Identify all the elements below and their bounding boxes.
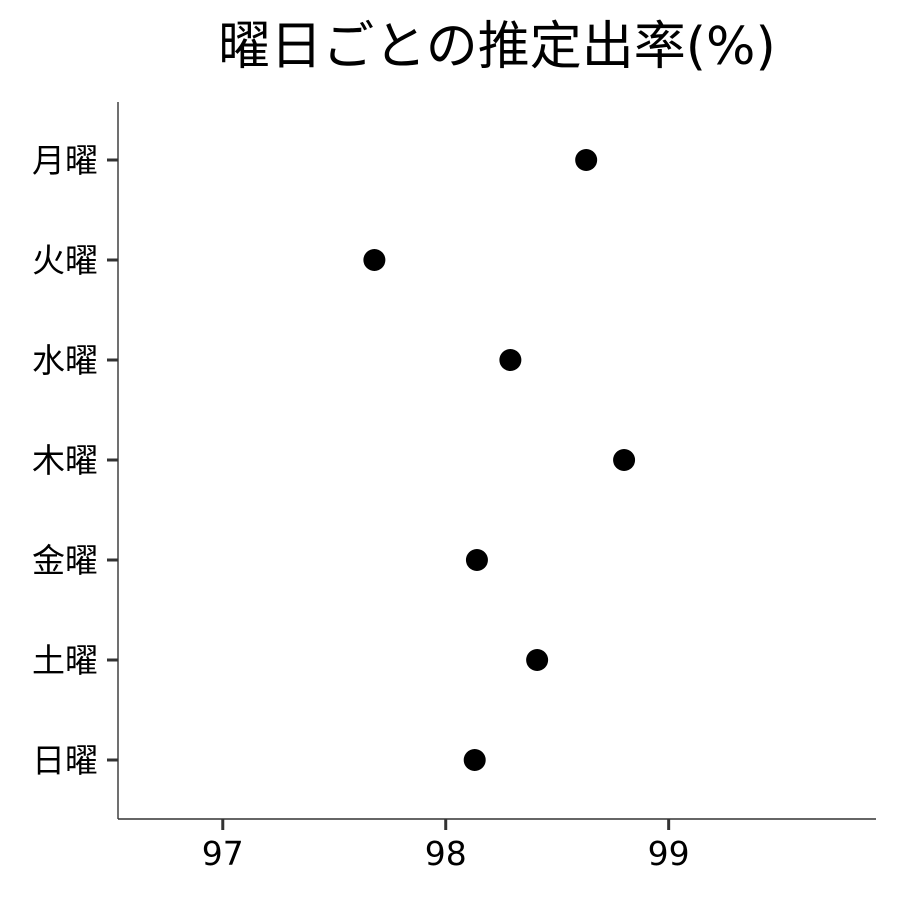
y-tick-label: 土曜	[32, 641, 98, 680]
data-point	[613, 449, 636, 471]
data-point	[575, 149, 598, 171]
y-tick-label: 月曜	[32, 141, 98, 180]
y-tick-label: 火曜	[32, 241, 98, 280]
chart-title: 曜日ごとの推定出率(%)	[218, 17, 775, 77]
x-tick-label: 99	[648, 834, 690, 873]
y-tick-label: 水曜	[32, 341, 98, 380]
x-tick-label: 98	[425, 834, 467, 873]
y-tick-label: 木曜	[32, 441, 98, 480]
data-point	[499, 349, 522, 371]
data-points	[363, 149, 636, 771]
y-tick-label: 日曜	[32, 741, 98, 780]
x-tick-label: 97	[202, 834, 244, 873]
data-point	[526, 649, 549, 671]
data-point	[465, 549, 488, 571]
x-axis-ticks: 97 98 99	[202, 819, 690, 873]
y-tick-label: 金曜	[32, 541, 98, 580]
data-point	[363, 249, 386, 271]
data-point	[463, 749, 486, 771]
